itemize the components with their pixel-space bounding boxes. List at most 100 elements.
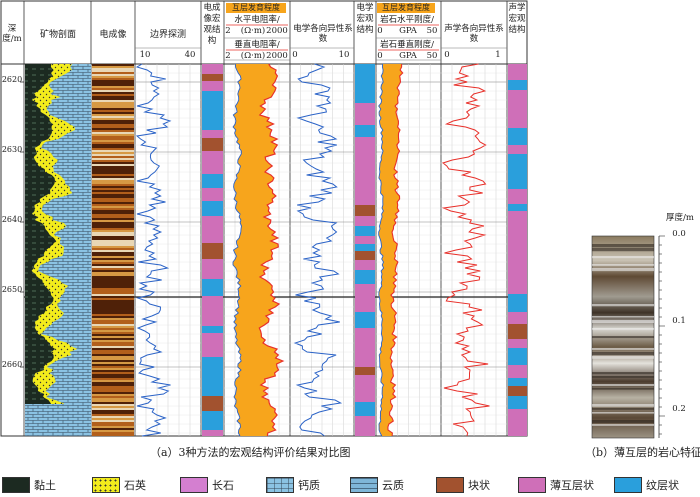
structure-band	[355, 426, 375, 436]
structure-band	[508, 237, 527, 251]
log-tracks	[24, 64, 527, 436]
structure-band	[355, 375, 375, 381]
core-photo	[591, 235, 665, 439]
core-lamina	[592, 372, 654, 375]
ei-band	[92, 180, 134, 182]
structure-band	[355, 236, 375, 244]
structure-band	[202, 216, 223, 222]
ei-band	[92, 64, 134, 66]
structure-band	[202, 230, 223, 243]
structure-band	[508, 396, 527, 409]
ei-band	[92, 192, 134, 194]
ei-band	[92, 300, 134, 302]
structure-band	[202, 421, 223, 430]
structure-band	[508, 265, 527, 272]
ei-band	[92, 96, 134, 98]
structure-band	[202, 174, 223, 188]
legend-label: 石英	[124, 479, 146, 492]
core-lamina	[592, 352, 654, 356]
structure-band	[202, 222, 223, 230]
core-lamina	[592, 384, 654, 386]
acoustic-anisotropy-header: 声学各向异性系数	[444, 24, 504, 44]
v-resistivity-curve	[232, 63, 242, 437]
ei-band	[92, 330, 134, 332]
structure-band	[508, 90, 527, 104]
ei-band	[92, 374, 134, 376]
ei-band	[92, 234, 134, 236]
ei-band	[92, 152, 134, 154]
ei-band	[92, 122, 134, 124]
ei-band	[92, 294, 134, 296]
v-stiff-min: 0	[377, 51, 383, 61]
acoustic-macro-structure-track	[508, 64, 527, 436]
ei-band	[92, 90, 134, 92]
structure-band	[202, 130, 223, 138]
ei-band	[92, 190, 134, 192]
ei-band	[92, 160, 134, 162]
ei-band	[92, 414, 134, 416]
log-curves	[135, 63, 490, 437]
h-res-max: 2000	[266, 26, 288, 36]
structure-band	[508, 211, 527, 226]
elec-macro-structure-header: 电学宏观结构	[356, 3, 374, 35]
ei-band	[92, 128, 134, 130]
ei-band	[92, 228, 134, 230]
ei-band	[92, 386, 134, 388]
ei-band	[92, 220, 134, 222]
structure-band	[508, 324, 527, 339]
core-lamina	[592, 328, 654, 330]
ei-band	[92, 274, 134, 276]
ei-band	[92, 394, 134, 396]
ei-band	[92, 346, 134, 348]
ei-band	[92, 204, 134, 206]
ei-band	[92, 216, 134, 218]
structure-band	[508, 301, 527, 312]
structure-band	[355, 125, 375, 137]
ei-band	[92, 418, 134, 420]
ei-band	[92, 396, 134, 398]
ei-band	[92, 214, 134, 216]
elec-aniso-max: 10	[338, 50, 350, 60]
legend-label: 纹层状	[646, 479, 679, 492]
structure-band	[355, 394, 375, 402]
ei-band	[92, 264, 134, 266]
structure-band	[202, 243, 223, 252]
ei-band	[92, 70, 134, 72]
ei-band	[92, 178, 134, 180]
structure-band	[508, 182, 527, 189]
ei-band	[92, 208, 134, 210]
ei-band	[92, 222, 134, 224]
ei-band	[92, 84, 134, 86]
structure-band	[202, 188, 223, 201]
ei-band	[92, 108, 134, 110]
h-resistivity-curve	[258, 63, 285, 437]
structure-band	[508, 154, 527, 169]
ei-band	[92, 254, 134, 256]
ei-band	[92, 120, 134, 122]
h-stiffness-curve	[387, 64, 404, 437]
structure-band	[355, 137, 375, 152]
ei-band	[92, 168, 134, 170]
legend-label: 块状	[468, 479, 490, 492]
ei-band	[92, 72, 134, 74]
ei-band	[92, 412, 134, 414]
structure-band	[508, 348, 527, 355]
structure-band	[202, 103, 223, 109]
calcite-bottom	[25, 404, 91, 436]
structure-band	[355, 64, 375, 73]
structure-band	[508, 434, 527, 436]
structure-band	[202, 296, 223, 312]
structure-band	[355, 113, 375, 125]
ei-band	[92, 82, 134, 84]
elec-aniso-min: 0	[292, 50, 298, 60]
ei-band	[92, 74, 134, 76]
ei-band	[92, 360, 134, 362]
structure-band	[355, 205, 375, 216]
quartz-swatch	[92, 477, 120, 493]
ei-band	[92, 206, 134, 208]
ei-band	[92, 432, 134, 434]
ei-band	[92, 334, 134, 336]
legend-item-quartz: 石英	[92, 476, 146, 494]
h-stiffness-header: 岩石水平刚度/	[380, 15, 434, 25]
ei-band	[92, 202, 134, 204]
